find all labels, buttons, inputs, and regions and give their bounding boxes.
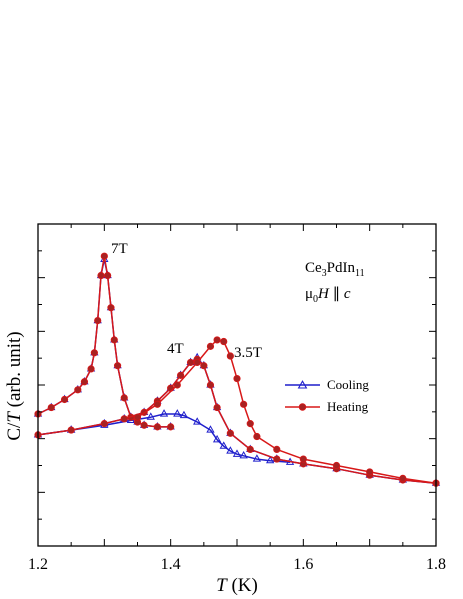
data-point <box>133 413 142 421</box>
x-tick-label: 1.8 <box>426 556 446 573</box>
data-point <box>253 432 261 441</box>
data-point <box>153 400 161 408</box>
curve-label-3-5t: 3.5T <box>234 345 262 361</box>
data-point <box>60 395 69 404</box>
data-point <box>80 378 89 386</box>
data-point <box>159 409 169 417</box>
data-point <box>104 271 112 280</box>
series-line <box>37 258 171 428</box>
data-point <box>67 426 75 434</box>
data-point <box>252 454 262 462</box>
data-point <box>114 362 122 370</box>
data-point <box>366 468 374 476</box>
data-point <box>246 445 254 453</box>
series-cooling-4t <box>33 352 441 486</box>
data-point <box>177 371 185 379</box>
series-layer <box>33 252 441 487</box>
data-point <box>240 400 248 408</box>
data-point <box>273 455 281 463</box>
data-point <box>87 365 95 373</box>
compound-label: Ce3PdIn11 <box>305 260 365 279</box>
data-point <box>246 420 254 428</box>
curve-label-7t: 7T <box>111 241 128 257</box>
data-point <box>299 455 307 463</box>
data-point <box>206 381 215 389</box>
data-point <box>226 429 234 437</box>
data-point <box>97 271 105 280</box>
data-point <box>90 349 98 357</box>
data-point <box>332 461 341 470</box>
series-heating-7t <box>34 252 175 431</box>
plot-frame <box>37 223 437 547</box>
data-point <box>206 342 215 350</box>
data-point <box>153 423 161 431</box>
data-point <box>273 445 281 453</box>
data-point <box>266 455 275 464</box>
data-point <box>226 446 235 454</box>
data-point <box>206 425 215 433</box>
data-point <box>200 362 208 370</box>
data-point <box>213 336 221 344</box>
data-point <box>146 412 155 420</box>
x-axis-label: T (K) <box>216 575 258 596</box>
data-point <box>107 304 115 312</box>
data-point <box>232 449 242 457</box>
data-point <box>100 420 108 428</box>
series-cooling-7t <box>33 254 175 430</box>
data-point <box>47 403 55 412</box>
curve-label-4t: 4T <box>167 341 184 357</box>
data-point <box>110 336 118 344</box>
legend: Cooling Heating <box>285 377 369 414</box>
data-point <box>100 252 108 260</box>
y-axis-label: C/T (arb. unit) <box>4 331 25 440</box>
series-heating-3-5t <box>133 336 440 487</box>
data-point <box>220 337 228 346</box>
field-label: μ0H ∥ c <box>305 286 351 305</box>
data-point <box>212 434 222 443</box>
data-point <box>173 381 181 389</box>
tick-layer <box>37 223 437 547</box>
data-point <box>140 421 148 429</box>
legend-heating-label: Heating <box>327 399 369 414</box>
data-point <box>186 358 195 367</box>
data-point <box>120 394 128 402</box>
data-point <box>193 358 201 367</box>
legend-cooling-label: Cooling <box>327 377 369 392</box>
data-point <box>179 410 189 419</box>
legend-heating-marker <box>298 403 307 411</box>
data-point <box>120 415 128 423</box>
x-tick-label: 1.4 <box>161 556 181 573</box>
data-point <box>193 417 202 425</box>
data-point <box>399 474 407 482</box>
data-point <box>226 352 234 360</box>
series-line <box>37 255 171 428</box>
series-line <box>137 339 437 484</box>
data-point <box>173 409 182 417</box>
data-point <box>213 403 221 412</box>
x-tick-label: 1.2 <box>28 556 48 573</box>
data-point <box>239 451 248 459</box>
data-point <box>167 423 175 431</box>
legend-cooling-marker <box>297 380 308 389</box>
data-point <box>233 374 241 383</box>
data-point <box>94 316 102 325</box>
data-point <box>219 441 228 449</box>
data-point <box>74 386 82 394</box>
x-tick-label: 1.6 <box>293 556 313 573</box>
x-tick-labels: 1.2 1.4 1.6 1.8 <box>28 556 446 573</box>
